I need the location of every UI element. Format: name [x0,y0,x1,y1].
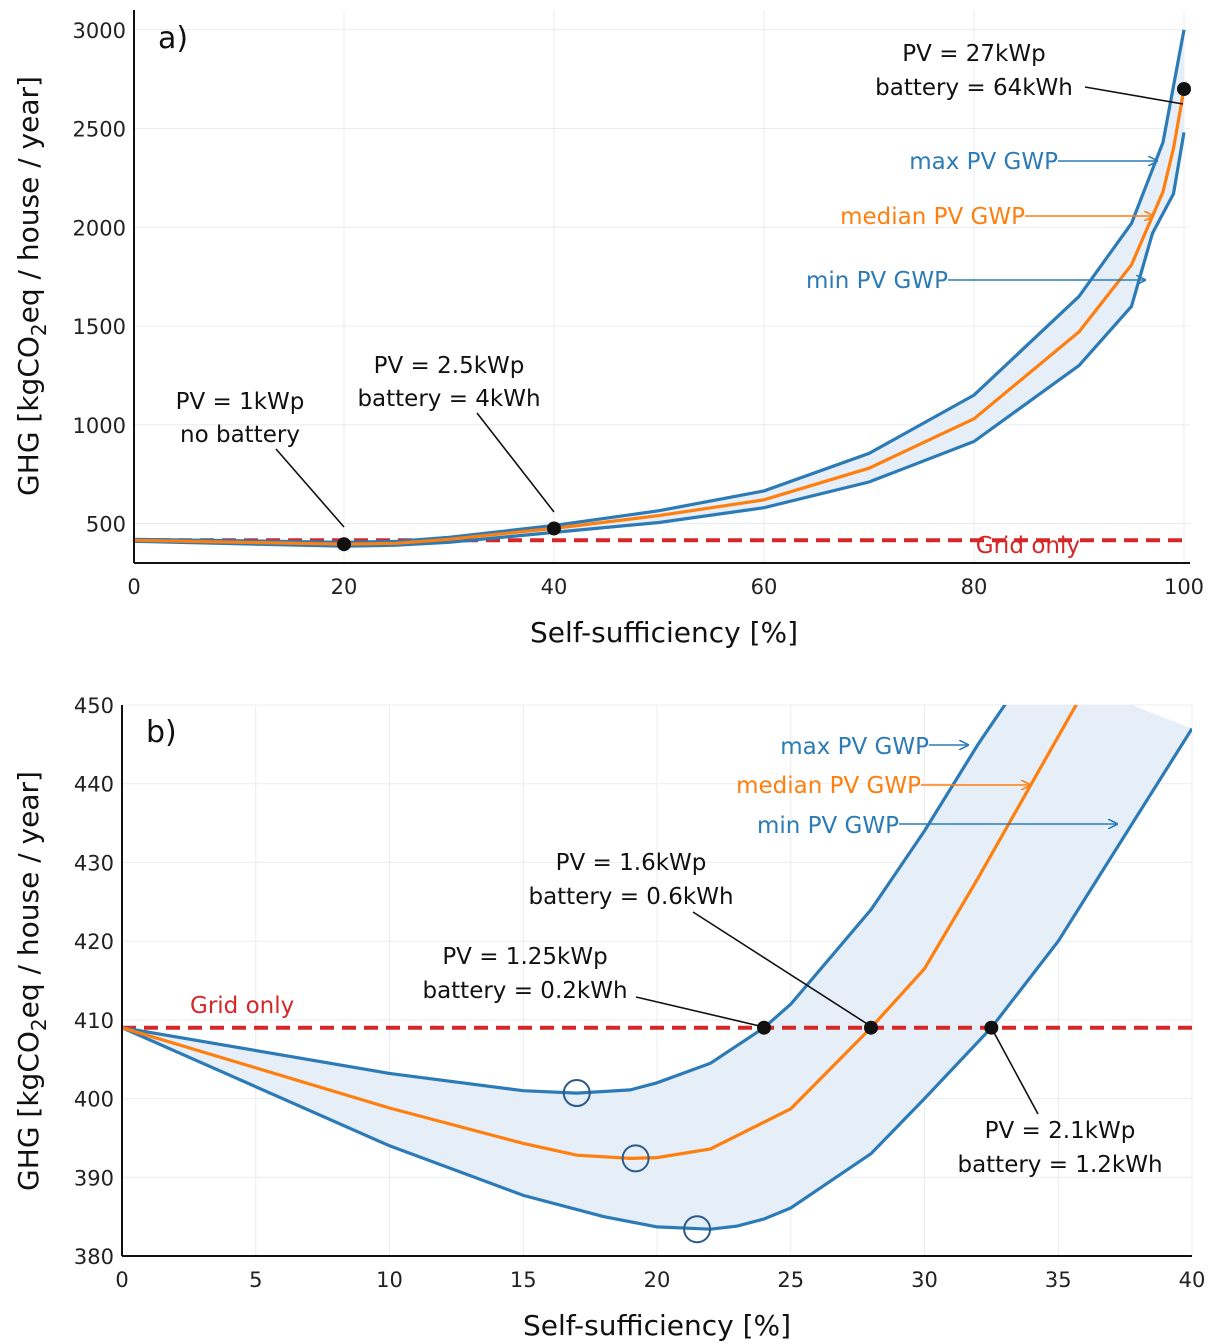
panel-a-band [134,29,1184,547]
panel-a-max-label: max PV GWP [909,149,1058,175]
panel-b-min-line [122,727,1192,1231]
panel-a-min-line [134,132,1186,548]
panel-a: 0 20 40 60 80 100 500 1000 1500 2000 2500 3000 a) S… [12,10,1204,649]
panel-b-point-2 [864,1020,878,1035]
panel-b-point-2-text-1: PV = 1.6kWp [556,850,707,876]
x-tick-label: 40 [541,575,568,599]
y-tick-label: 420 [74,930,114,954]
panel-b-minimum-max [562,1079,591,1108]
panel-b-point-1-text-1: PV = 1.25kWp [442,944,607,970]
panel-a-point-1-text-2: no battery [180,422,300,448]
panel-a-point-2-text-1: PV = 2.5kWp [374,353,525,379]
panel-a-ylabel: GHG [kgCO2eq / house / year] [12,76,51,496]
x-tick-label: 20 [331,575,358,599]
y-tick-label: 1500 [73,315,126,339]
panel-a-point-2-leader [476,412,555,513]
panel-b-max-label: max PV GWP [780,734,929,760]
panel-a-point-1-text-1: PV = 1kWp [176,389,305,415]
y-tick-label: 500 [86,513,126,537]
y-tick-label: 380 [74,1245,114,1269]
panel-b-point-1 [757,1020,771,1035]
y-tick-label: 440 [74,773,114,797]
panel-b-xlabel: Self-sufficiency [%] [523,1309,791,1342]
x-tick-label: 80 [961,575,988,599]
x-tick-label: 60 [751,575,778,599]
x-tick-label: 100 [1164,575,1204,599]
x-tick-label: 35 [1045,1268,1072,1292]
panel-a-point-3-text-1: PV = 27kWp [902,41,1045,67]
panel-b-point-3 [984,1020,999,1035]
x-tick-label: 25 [777,1268,804,1292]
panel-b-minimum-median [621,1144,650,1173]
panel-a-point-1 [337,537,351,552]
x-tick-label: 0 [127,575,140,599]
panel-b-median-line [122,705,1078,1161]
panel-b-axes [121,705,1192,1257]
y-tick-label: 2000 [73,216,126,240]
y-tick-label: 400 [74,1088,114,1112]
panel-b-minimum-min [683,1215,712,1244]
y-tick-label: 390 [74,1166,114,1190]
panel-a-median-label: median PV GWP [840,204,1025,230]
x-tick-label: 40 [1179,1268,1206,1292]
panel-b-median-label: median PV GWP [736,773,921,799]
x-tick-label: 5 [249,1268,262,1292]
panel-a-point-1-leader [275,448,345,528]
x-tick-label: 0 [115,1268,128,1292]
y-tick-label: 450 [74,694,114,718]
y-tick-label: 2500 [73,118,126,142]
y-tick-label: 3000 [73,19,126,43]
panel-a-min-label: min PV GWP [806,268,948,294]
y-tick-label: 1000 [73,414,126,438]
panel-b-point-2-leader [692,911,873,1028]
panel-a-ticks: 0 20 40 60 80 100 500 1000 1500 2000 2500 3000 [73,19,1205,599]
panel-b-label: b) [146,715,177,750]
panel-a-point-3 [1177,82,1191,96]
y-tick-label: 430 [74,851,114,875]
panel-b-max-line [122,705,1007,1095]
panel-b-min-label: min PV GWP [757,813,899,839]
panel-b-point-3-text-2: battery = 1.2kWh [957,1152,1162,1178]
panel-b-grid-only-label: Grid only [190,993,294,1019]
panel-a-label: a) [158,21,188,56]
panel-a-point-3-text-2: battery = 64kWh [875,75,1073,101]
y-tick-label: 410 [74,1009,114,1033]
panel-a-point-3-leader [1084,86,1184,105]
x-tick-label: 30 [911,1268,938,1292]
x-tick-label: 20 [644,1268,671,1292]
panel-b-ylabel: GHG [kgCO2eq / house / year] [12,771,51,1191]
panel-b-ticks: 0 5 10 15 20 25 30 35 40 380 390 400 410 420 430 440 450 [74,694,1205,1292]
panel-a-axes [133,10,1190,564]
x-tick-label: 10 [376,1268,403,1292]
panel-a-max-line [134,29,1186,544]
panel-a-point-2-text-2: battery = 4kWh [357,386,540,412]
panel-a-median-line [134,88,1186,546]
panel-b: 0 5 10 15 20 25 30 35 40 380 390 400 410 420 430 440 450… [12,694,1205,1342]
panel-a-point-2 [547,521,561,536]
panel-b-point-1-text-2: battery = 0.2kWh [422,978,627,1004]
panel-a-xlabel: Self-sufficiency [%] [530,616,798,649]
panel-a-grid-only-label: Grid only [976,533,1080,559]
panel-b-point-2-text-2: battery = 0.6kWh [528,884,733,910]
panel-b-point-3-text-1: PV = 2.1kWp [985,1118,1136,1144]
panel-b-point-3-leader [990,1026,1039,1115]
x-tick-label: 15 [510,1268,537,1292]
panel-b-point-1-leader [635,996,765,1028]
